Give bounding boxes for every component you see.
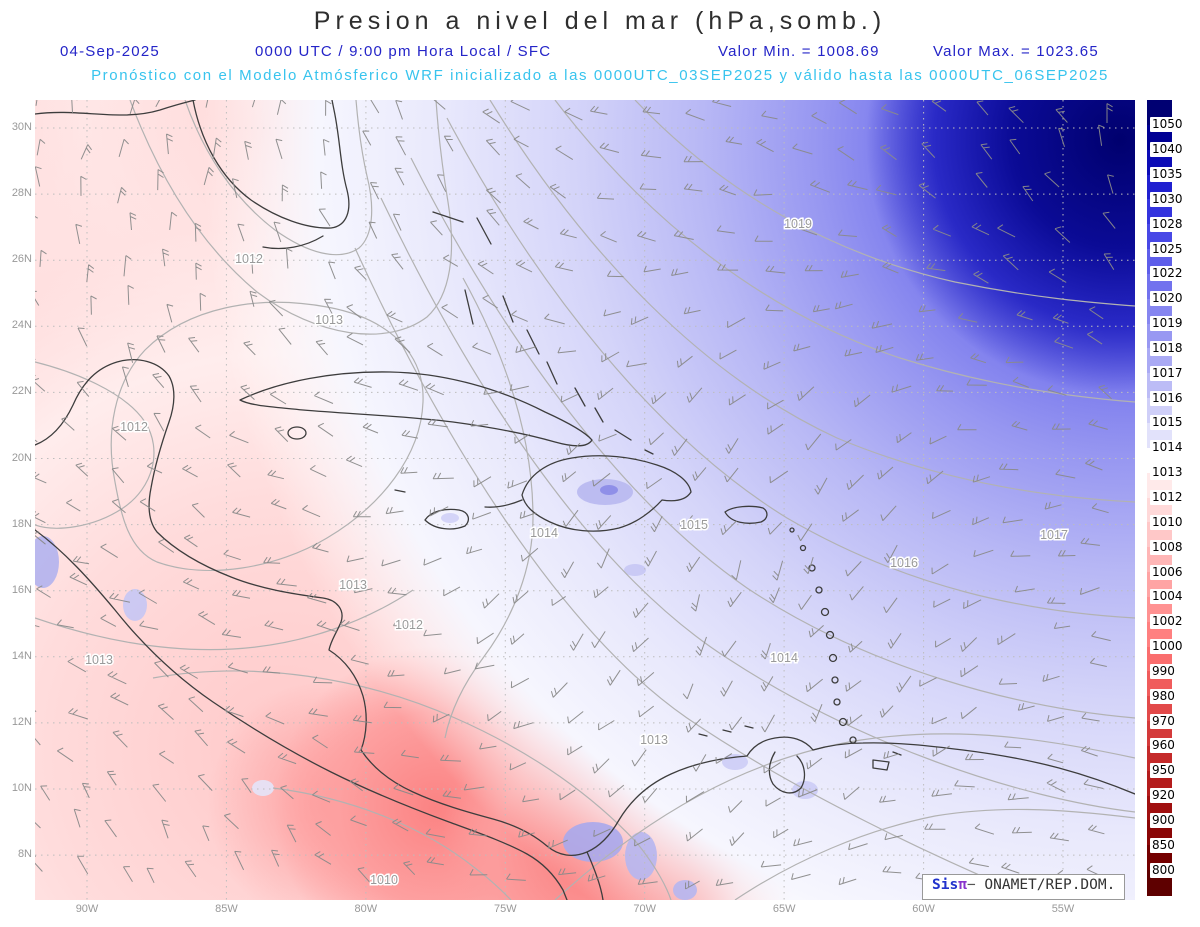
lat-label: 20N bbox=[11, 451, 32, 464]
lat-label: 28N bbox=[11, 187, 32, 200]
colorbar-value: 1018 bbox=[1150, 340, 1185, 356]
lat-label: 22N bbox=[11, 385, 32, 398]
wind-barb-field bbox=[35, 100, 1116, 890]
colorbar-value: 1000 bbox=[1150, 639, 1185, 655]
colorbar-value: 900 bbox=[1150, 812, 1177, 828]
colorbar-value: 1014 bbox=[1150, 440, 1185, 456]
colorbar-value: 1022 bbox=[1150, 266, 1185, 282]
isobar-value: 1012 bbox=[235, 252, 263, 266]
brand-sis: Sis bbox=[932, 877, 959, 893]
lat-label: 16N bbox=[11, 583, 32, 596]
colorbar-value: 1050 bbox=[1150, 117, 1185, 133]
lon-label: 90W bbox=[75, 903, 99, 915]
colorbar-value: 1002 bbox=[1150, 614, 1185, 630]
isobar-value: 1013 bbox=[640, 733, 668, 747]
colorbar-value: 1017 bbox=[1150, 365, 1185, 381]
colorbar-value: 980 bbox=[1150, 688, 1177, 704]
lon-label: 65W bbox=[772, 903, 796, 915]
colorbar-value: 970 bbox=[1150, 713, 1177, 729]
isobar-value: 1010 bbox=[370, 873, 398, 887]
attribution-box: Sisπ− ONAMET/REP.DOM. bbox=[922, 874, 1126, 900]
colorbar-value: 850 bbox=[1150, 837, 1177, 853]
forecast-line: Pronóstico con el Modelo Atmósferico WRF… bbox=[91, 67, 1109, 84]
colorbar-value: 1010 bbox=[1150, 514, 1185, 530]
lat-label: 24N bbox=[11, 319, 32, 332]
colorbar-value: 1012 bbox=[1150, 490, 1185, 505]
wind-barbs bbox=[35, 100, 1116, 890]
colorbar-value: 1028 bbox=[1150, 216, 1185, 232]
lat-label: 30N bbox=[11, 121, 32, 133]
isobar-value: 1014 bbox=[770, 651, 798, 665]
isobar-value: 1012 bbox=[395, 618, 423, 632]
isobar-value: 1013 bbox=[315, 313, 343, 327]
lat-label: 14N bbox=[11, 649, 32, 662]
lesser-antilles bbox=[789, 527, 857, 744]
colorbar-value: 1015 bbox=[1150, 415, 1185, 431]
lat-label: 8N bbox=[17, 848, 32, 861]
lon-label: 60W bbox=[912, 903, 935, 915]
colorbar-value: 1016 bbox=[1150, 390, 1185, 406]
lat-label: 12N bbox=[11, 715, 32, 728]
isobar-labels: 1012 1013 1012 1013 1012 1013 1014 1015 1016 1017… bbox=[84, 216, 1070, 889]
pressure-colorbar: 1050 1040 1035 1030 1028 1025 1022 1020 1019 1018… bbox=[1147, 100, 1199, 896]
valid-time: 0000 UTC / 9:00 pm Hora Local / SFC bbox=[255, 43, 552, 60]
colorbar-value: 950 bbox=[1150, 763, 1177, 779]
isobar-value: 1017 bbox=[1040, 528, 1068, 542]
min-value-label: Valor Min. = 1008.69 bbox=[718, 43, 880, 60]
isobar-value: 1014 bbox=[530, 526, 558, 540]
attribution-separator: − bbox=[966, 877, 985, 893]
isobar-value: 1012 bbox=[120, 420, 148, 434]
terrain-pressure-anomalies bbox=[35, 479, 818, 900]
isobar-value: 1013 bbox=[85, 653, 113, 667]
isobar-value: 1015 bbox=[680, 518, 708, 532]
colorbar-value: 1006 bbox=[1150, 564, 1185, 580]
lat-label: 10N bbox=[11, 782, 32, 794]
lon-label: 80W bbox=[354, 903, 378, 915]
colorbar-value: 1020 bbox=[1150, 291, 1185, 307]
colorbar-value: 920 bbox=[1150, 788, 1177, 804]
colorbar-value: 1030 bbox=[1150, 191, 1185, 207]
colorbar-value: 1004 bbox=[1150, 589, 1185, 605]
isobar-value: 1019 bbox=[784, 217, 812, 231]
lon-label: 85W bbox=[215, 903, 238, 915]
colorbar-value: 800 bbox=[1150, 862, 1177, 878]
page-title: Presion a nivel del mar (hPa,somb.) bbox=[313, 7, 887, 35]
colorbar-value: 1008 bbox=[1150, 539, 1185, 555]
pressure-map: 1012 1013 1012 1013 1012 1013 1014 1015 1016 1017… bbox=[35, 100, 1135, 900]
colorbar-value: 1013 bbox=[1150, 465, 1185, 481]
isobar-value: 1013 bbox=[339, 578, 367, 592]
lat-label: 18N bbox=[11, 517, 32, 530]
isobar-value: 1016 bbox=[890, 556, 918, 570]
colorbar-value: 960 bbox=[1150, 738, 1177, 754]
max-value-label: Valor Max. = 1023.65 bbox=[933, 43, 1099, 60]
lat-label: 26N bbox=[11, 253, 32, 266]
colorbar-value: 1019 bbox=[1150, 316, 1185, 332]
lon-label: 70W bbox=[633, 903, 657, 915]
lon-label: 75W bbox=[493, 903, 517, 915]
colorbar-value: 1025 bbox=[1150, 241, 1185, 257]
colorbar-value: 990 bbox=[1150, 663, 1177, 679]
brand-pi-icon: π bbox=[958, 877, 967, 893]
lon-label: 55W bbox=[1051, 903, 1075, 915]
colorbar-value: 1035 bbox=[1150, 167, 1185, 183]
colorbar-value: 1040 bbox=[1150, 142, 1185, 158]
valid-date: 04-Sep-2025 bbox=[60, 43, 160, 60]
attribution-org: ONAMET/REP.DOM. bbox=[984, 877, 1116, 893]
